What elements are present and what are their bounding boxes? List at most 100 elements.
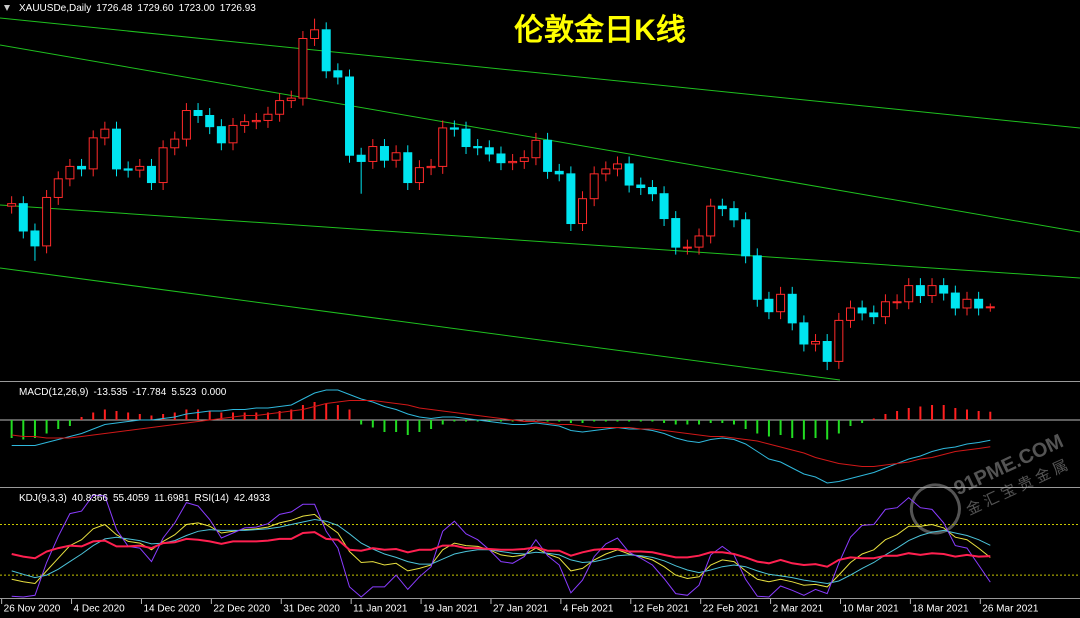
- x-tick-label: 10 Mar 2021: [842, 604, 899, 615]
- histogram-bar: [523, 420, 526, 421]
- trend-line: [0, 267, 841, 381]
- candle-body: [659, 193, 669, 220]
- x-tick-label: 22 Dec 2020: [213, 604, 270, 615]
- histogram-bar: [663, 420, 666, 423]
- candle-body: [624, 163, 634, 186]
- candle-body: [251, 119, 261, 123]
- trend-line: [0, 17, 1080, 129]
- candle-body: [927, 285, 937, 297]
- candle-body: [7, 203, 17, 207]
- candle-body: [845, 307, 855, 321]
- histogram-bar: [243, 412, 246, 420]
- candle-body: [205, 114, 215, 128]
- indicator-name: XAUUSDe,Daily: [19, 3, 91, 14]
- histogram-bar: [546, 420, 549, 422]
- histogram-bar: [383, 420, 386, 432]
- candle-body: [985, 306, 995, 309]
- histogram-bar: [22, 420, 25, 440]
- histogram-bar: [57, 420, 60, 429]
- histogram-bar: [709, 420, 712, 423]
- histogram-bar: [197, 409, 200, 420]
- candle-body: [321, 29, 331, 72]
- candle-body: [822, 341, 832, 362]
- candle-body: [508, 160, 518, 164]
- indicator-name: RSI(14): [195, 493, 229, 504]
- indicator-line: [11, 389, 991, 484]
- indicator-value: 42.4933: [234, 493, 271, 504]
- candle-body: [764, 298, 774, 313]
- indicator-value: 1723.00: [179, 3, 216, 14]
- candle-body: [146, 165, 156, 184]
- candle-body: [892, 301, 902, 304]
- histogram-bar: [767, 420, 770, 437]
- histogram-bar: [616, 420, 619, 422]
- candle-body: [752, 255, 762, 300]
- histogram-bar: [103, 409, 106, 420]
- indicator-value: 55.4059: [113, 493, 150, 504]
- candle-body: [531, 139, 541, 159]
- histogram-bar: [150, 415, 153, 420]
- histogram-bar: [954, 408, 957, 420]
- indicator-value: -13.535: [93, 387, 127, 398]
- indicator-line: [11, 513, 991, 588]
- candle-body: [65, 165, 75, 180]
- x-tick-label: 19 Jan 2021: [423, 604, 478, 615]
- candle-body: [100, 128, 110, 139]
- histogram-bar: [10, 420, 13, 438]
- histogram-bar: [173, 412, 176, 420]
- histogram-bar: [837, 420, 840, 434]
- candle-body: [671, 218, 681, 248]
- histogram-bar: [628, 420, 631, 422]
- candle-body: [636, 184, 646, 189]
- histogram-bar: [92, 412, 95, 420]
- x-tick-label: 14 Dec 2020: [143, 604, 200, 615]
- indicator-value: 1726.48: [96, 3, 133, 14]
- candle-body: [298, 37, 308, 99]
- histogram-bar: [604, 420, 607, 422]
- indicator-line: [11, 494, 991, 598]
- histogram-bar: [115, 411, 118, 420]
- histogram-bar: [232, 412, 235, 420]
- candle-body: [915, 285, 925, 297]
- indicator-value: 0.000: [201, 387, 226, 398]
- histogram-bar: [814, 420, 817, 438]
- histogram-bar: [581, 420, 584, 423]
- histogram-bar: [360, 420, 363, 425]
- histogram-bar: [686, 420, 689, 425]
- histogram-bar: [942, 405, 945, 420]
- histogram-bar: [371, 420, 374, 428]
- candle-body: [356, 154, 366, 162]
- candle-body: [135, 165, 145, 171]
- candle-body: [776, 293, 786, 313]
- histogram-bar: [558, 420, 561, 422]
- candle-body: [193, 110, 203, 116]
- histogram-bar: [896, 411, 899, 420]
- histogram-bar: [674, 420, 677, 425]
- indicator-value: 1729.60: [137, 3, 174, 14]
- candle-body: [123, 168, 133, 171]
- histogram-bar: [884, 414, 887, 420]
- candle-body: [834, 319, 844, 362]
- candle-body: [449, 127, 459, 130]
- candle-body: [30, 230, 40, 247]
- candle-body: [438, 127, 448, 167]
- candle-body: [950, 292, 960, 309]
- candle-body: [473, 146, 483, 149]
- histogram-bar: [325, 403, 328, 420]
- panel-header: XAUUSDe,Daily 1726.48 1729.60 1723.00 1726.9…: [19, 3, 256, 14]
- candle-body: [682, 246, 692, 249]
- histogram-bar: [453, 420, 456, 422]
- histogram-bar: [336, 405, 339, 420]
- candle-body: [554, 170, 564, 175]
- histogram-bar: [511, 420, 514, 422]
- candle-body: [519, 157, 529, 162]
- panel-header: MACD(12,26,9) -13.535 -17.784 5.523 0.000: [19, 387, 227, 398]
- candle-body: [379, 146, 389, 161]
- candle-body: [939, 285, 949, 294]
- candle-body: [811, 341, 821, 345]
- candle-body: [53, 178, 63, 198]
- histogram-bar: [826, 420, 829, 440]
- candle-body: [240, 121, 250, 126]
- histogram-bar: [395, 420, 398, 432]
